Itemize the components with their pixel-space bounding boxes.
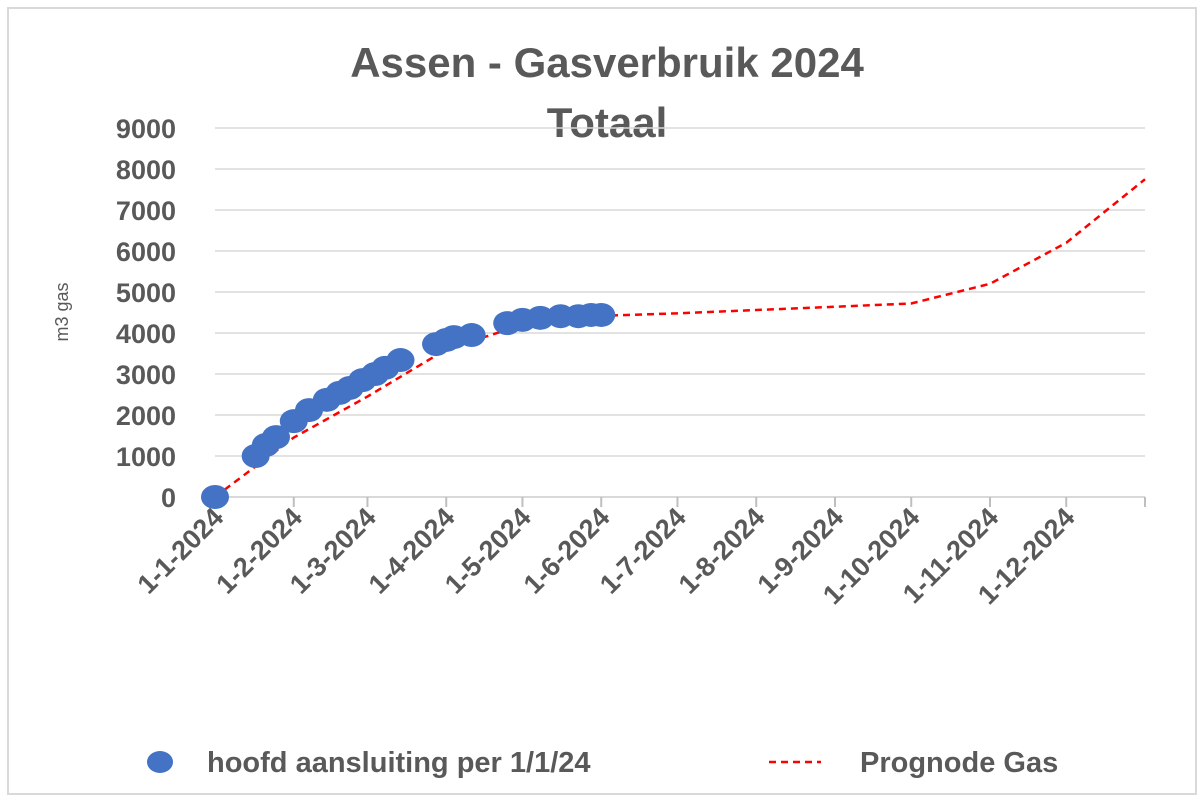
y-tick-label: 9000 <box>116 114 176 144</box>
y-tick-label: 8000 <box>116 155 176 185</box>
y-tick-label: 6000 <box>116 237 176 267</box>
y-tick-label: 5000 <box>116 278 176 308</box>
y-tick-label: 7000 <box>116 196 176 226</box>
data-point <box>261 425 290 450</box>
data-point <box>526 305 555 330</box>
legend-marker <box>147 751 173 773</box>
legend-label: Prognode Gas <box>860 747 1058 779</box>
y-tick-label: 2000 <box>116 401 176 431</box>
chart-subtitle: Totaal <box>547 99 668 146</box>
prognosis-line <box>214 178 1146 498</box>
y-axis-label: m3 gas <box>52 282 72 341</box>
chart-title: Assen - Gasverbruik 2024 <box>350 39 864 86</box>
y-tick-label: 4000 <box>116 319 176 349</box>
y-tick-label: 1000 <box>116 442 176 472</box>
y-tick-label: 3000 <box>116 360 176 390</box>
data-point <box>201 485 229 509</box>
y-tick-label: 0 <box>161 483 176 513</box>
data-point <box>457 323 486 348</box>
chart-border <box>7 7 1197 795</box>
legend-label: hoofd aansluiting per 1/1/24 <box>207 747 591 779</box>
data-point <box>587 302 616 327</box>
data-point <box>386 348 415 373</box>
